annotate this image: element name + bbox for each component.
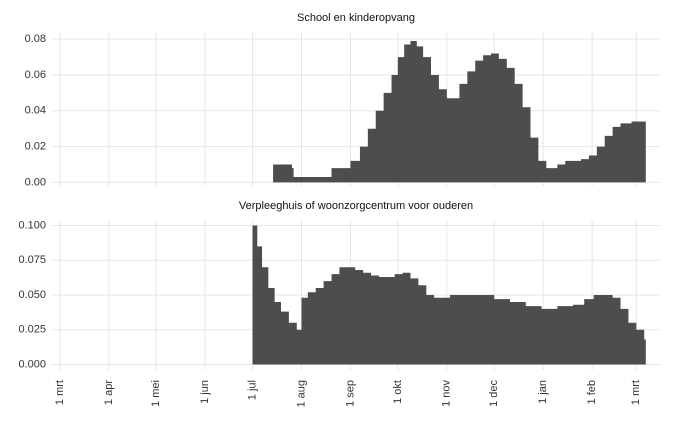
y-tick-label: 0.02	[25, 141, 46, 153]
y-tick-label: 0.08	[25, 33, 46, 45]
y-tick-label: 0.025	[18, 324, 46, 336]
x-tick-label: 1 mrt	[630, 380, 642, 405]
x-tick-label: 1 sep	[344, 380, 356, 407]
x-tick-label: 1 feb	[586, 380, 598, 404]
y-tick-label: 0.06	[25, 69, 46, 81]
x-tick-label: 1 nov	[441, 380, 453, 407]
x-tick-label: 1 mei	[150, 380, 162, 407]
y-tick-label: 0.075	[18, 254, 46, 266]
x-tick-label: 1 dec	[488, 380, 500, 407]
area	[252, 225, 646, 365]
x-tick-label: 1 jul	[246, 380, 258, 400]
panel-title: School en kinderopvang	[297, 12, 415, 24]
y-tick-label: 0.00	[25, 176, 46, 188]
y-tick-label: 0.04	[25, 105, 46, 117]
x-tick-label: 1 okt	[392, 380, 404, 404]
area	[230, 40, 646, 183]
y-tick-label: 0.100	[18, 219, 46, 231]
x-tick-label: 1 jun	[199, 380, 211, 404]
panel-title: Verpleeghuis of woonzorgcentrum voor oud…	[239, 200, 473, 212]
x-tick-label: 1 jan	[537, 380, 549, 404]
x-tick-label: 1 aug	[295, 380, 307, 408]
y-tick-label: 0.050	[18, 289, 46, 301]
x-tick-label: 1 mrt	[54, 380, 66, 405]
y-tick-label: 0.000	[18, 358, 46, 370]
x-tick-label: 1 apr	[103, 380, 115, 405]
